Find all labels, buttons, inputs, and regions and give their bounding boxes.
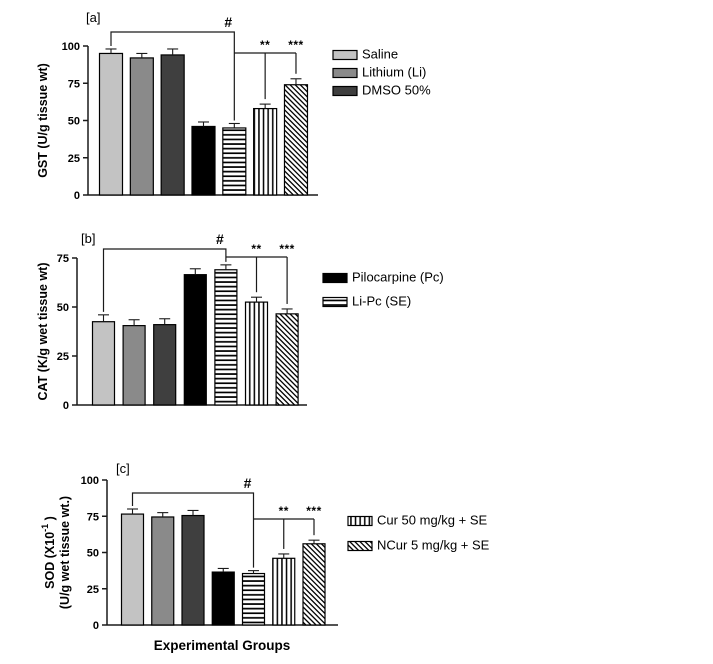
hash-bracket	[102, 248, 227, 312]
x-axis-title: Experimental Groups	[154, 638, 291, 653]
legend-swatch-saline	[332, 49, 358, 61]
bar-li-pc-se	[214, 269, 238, 406]
y-tick-label: 0	[93, 620, 99, 632]
y-tick-label: 100	[62, 41, 80, 53]
bar-pilocarpine-pc	[183, 274, 207, 406]
bar-li-pc-se	[241, 572, 266, 626]
hash-label: #	[244, 475, 252, 491]
bar-lithium-li	[129, 57, 154, 196]
legend-label: Lithium (Li)	[362, 64, 426, 79]
bar-dmso-50	[160, 54, 185, 196]
hash-label: #	[224, 14, 232, 30]
bar-lithium-li	[151, 516, 175, 626]
legend-swatch-pilocarpine-pc	[322, 272, 348, 284]
y-tick-label: 25	[68, 153, 80, 165]
bar-saline	[98, 52, 124, 196]
y-tick-label: 100	[81, 475, 99, 487]
sig-label: **	[251, 242, 261, 256]
bar-dmso-50	[181, 514, 205, 626]
bar-cur-50-mg-kg-se	[272, 557, 296, 626]
panel-c: [c] 0 25 50 75 100 SOD (X10-1 ) (U/g wet tissue…	[40, 461, 490, 632]
panel-label: [a]	[86, 10, 100, 25]
bar-pilocarpine-pc	[191, 125, 216, 196]
y-tick-label: 0	[63, 400, 69, 412]
bar-saline	[91, 321, 116, 406]
y-tick-label: 50	[57, 302, 69, 314]
hash-bracket	[110, 31, 235, 121]
hash-bracket	[131, 492, 255, 568]
y-tick-label: 25	[57, 351, 69, 363]
bar-dmso-50	[153, 324, 177, 406]
panel-label: [c]	[116, 461, 130, 476]
legend-label: DMSO 50%	[362, 82, 431, 97]
sig-label: **	[279, 504, 289, 518]
y-tick-label: 75	[68, 78, 80, 90]
y-axis-title: SOD (X10-1 )	[40, 516, 57, 589]
y-tick-label: 50	[68, 116, 80, 128]
legend-swatch-lithium-li	[332, 67, 358, 79]
legend-swatch-li-pc-se	[322, 296, 348, 308]
y-tick-label: 75	[87, 511, 99, 523]
sig-label: ***	[279, 242, 295, 256]
y-axis-title: CAT (K/g wet tissue wt)	[36, 263, 50, 401]
legend-label: NCur 5 mg/kg + SE	[377, 537, 490, 552]
y-tick-label: 0	[74, 190, 80, 202]
bar-cur-50-mg-kg-se	[244, 301, 269, 406]
legend-label: Saline	[362, 46, 398, 61]
bar-ncur-5-mg-kg-se	[302, 543, 326, 626]
bar-pilocarpine-pc	[211, 571, 235, 626]
legend-label: Pilocarpine (Pc)	[352, 269, 444, 284]
panel-label: [b]	[81, 231, 95, 246]
legend-swatch-dmso-50	[332, 85, 358, 97]
bar-saline	[120, 513, 145, 626]
y-tick-label: 50	[87, 548, 99, 560]
bar-ncur-5-mg-kg-se	[283, 84, 309, 196]
bar-ncur-5-mg-kg-se	[275, 313, 299, 406]
legend-swatch-cur-50-mg-kg-se	[347, 515, 373, 527]
legend-label: Cur 50 mg/kg + SE	[377, 512, 488, 527]
sig-label: **	[260, 38, 270, 52]
legend-label: Li-Pc (SE)	[352, 293, 411, 308]
y-tick-label: 75	[57, 253, 69, 265]
y-axis-title: (U/g wet tissue wt.)	[58, 496, 72, 609]
bar-lithium-li	[122, 325, 146, 406]
y-axis-title: GST (U/g tissue wt)	[36, 63, 50, 178]
sig-label: ***	[288, 38, 304, 52]
y-tick-label: 25	[87, 584, 99, 596]
hash-label: #	[216, 231, 224, 247]
legend-swatch-ncur-5-mg-kg-se	[347, 540, 373, 552]
bar-cur-50-mg-kg-se	[253, 107, 278, 196]
bar-li-pc-se	[222, 127, 247, 196]
sig-label: ***	[306, 504, 322, 518]
